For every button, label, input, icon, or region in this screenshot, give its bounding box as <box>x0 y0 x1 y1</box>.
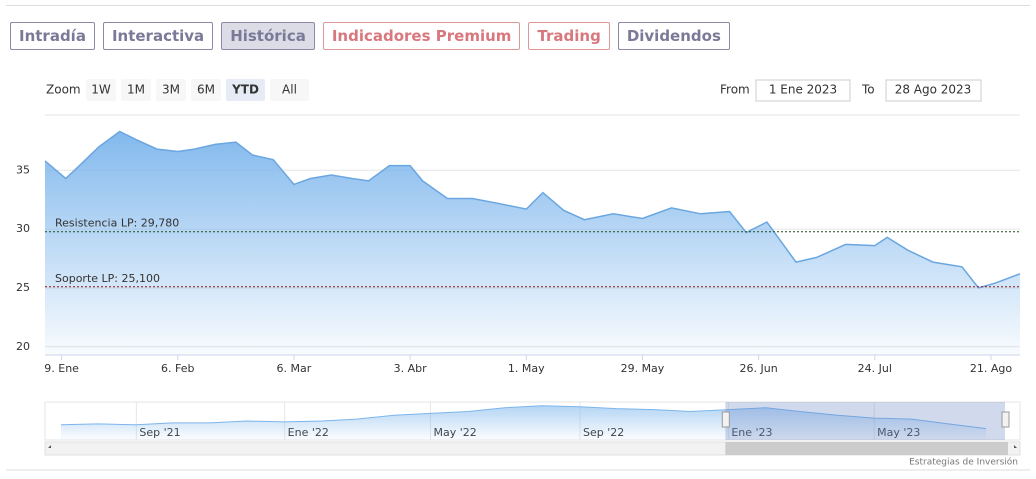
tab[interactable]: Intradía <box>10 22 95 50</box>
zoom-button[interactable] <box>191 79 221 101</box>
credit: Estrategias de Inversión <box>909 457 1018 468</box>
tab[interactable]: Histórica <box>221 22 315 50</box>
zoom-button[interactable] <box>121 79 151 101</box>
tab[interactable]: Trading <box>528 22 610 50</box>
navigator-window <box>725 402 1005 440</box>
zoom-button-label[interactable]: 6M <box>197 83 215 97</box>
zoom-button[interactable] <box>86 79 116 101</box>
scrollbar-thumb[interactable] <box>725 442 1008 455</box>
zoom-button[interactable] <box>156 79 186 101</box>
price-line <box>44 130 1021 289</box>
navigator-handle[interactable] <box>721 411 730 428</box>
zoom-button[interactable] <box>226 79 265 101</box>
x-tick-label: 3. Abr <box>394 362 427 375</box>
to-value[interactable]: 28 Ago 2023 <box>895 83 972 97</box>
x-tick-label: 6. Mar <box>277 362 312 375</box>
plot-line-label: Soporte LP: 25,100 <box>55 272 160 285</box>
zoom-button-label[interactable]: 3M <box>162 83 180 97</box>
plot-line-label: Resistencia LP: 29,780 <box>55 217 179 230</box>
y-tick-label: 35 <box>16 163 30 176</box>
area-fill <box>45 131 1020 355</box>
tab[interactable]: Indicadores Premium <box>322 22 521 50</box>
from-input[interactable] <box>755 79 851 102</box>
tab[interactable]: Interactiva <box>102 22 214 50</box>
to-input[interactable] <box>885 79 982 102</box>
x-tick-label: 6. Feb <box>161 362 194 375</box>
x-tick-label: 1. May <box>508 362 545 375</box>
to-label: To <box>861 83 875 97</box>
navigator-line <box>60 405 987 430</box>
y-tick-label: 20 <box>16 340 30 353</box>
zoom-label: Zoom <box>46 83 81 97</box>
zoom-button[interactable] <box>270 79 309 101</box>
from-value[interactable]: 1 Ene 2023 <box>769 83 837 97</box>
x-tick-label: 24. Jul <box>858 362 892 375</box>
x-tick-label: 9. Ene <box>44 362 79 375</box>
top-rule <box>6 5 1030 6</box>
zoom-button-label[interactable]: All <box>282 83 297 97</box>
from-label: From <box>720 83 750 97</box>
tab[interactable]: Dividendos <box>617 22 730 50</box>
navigator-handle[interactable] <box>1001 411 1010 428</box>
x-tick-label: 21. Ago <box>970 362 1012 375</box>
tab-bar: Intradía Interactiva Histórica Indicadores … <box>10 22 730 50</box>
zoom-button-label[interactable]: YTD <box>231 83 259 97</box>
x-tick-label: 29. May <box>621 362 665 375</box>
y-tick-label: 30 <box>16 222 30 235</box>
navigator-area <box>61 405 986 440</box>
zoom-button-label[interactable]: 1M <box>127 83 145 97</box>
x-tick-label: 26. Jun <box>740 362 778 375</box>
zoom-button-label[interactable]: 1W <box>91 83 111 97</box>
y-tick-label: 25 <box>16 281 30 294</box>
